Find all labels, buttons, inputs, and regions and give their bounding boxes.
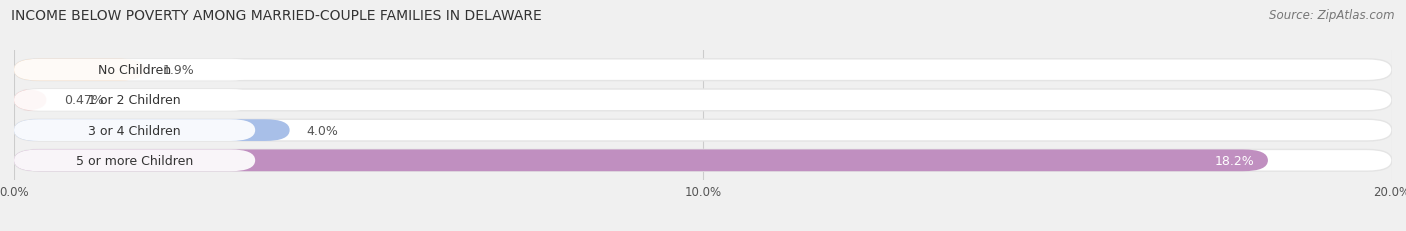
FancyBboxPatch shape xyxy=(14,120,290,141)
FancyBboxPatch shape xyxy=(14,90,46,111)
FancyBboxPatch shape xyxy=(14,150,1392,171)
FancyBboxPatch shape xyxy=(14,60,1392,81)
Text: 18.2%: 18.2% xyxy=(1215,154,1254,167)
Text: Source: ZipAtlas.com: Source: ZipAtlas.com xyxy=(1270,9,1395,22)
Text: 1.9%: 1.9% xyxy=(162,64,194,77)
Text: 1 or 2 Children: 1 or 2 Children xyxy=(89,94,181,107)
Text: 5 or more Children: 5 or more Children xyxy=(76,154,193,167)
FancyBboxPatch shape xyxy=(14,150,256,171)
Text: 0.47%: 0.47% xyxy=(63,94,104,107)
FancyBboxPatch shape xyxy=(14,60,256,81)
Text: 3 or 4 Children: 3 or 4 Children xyxy=(89,124,181,137)
Text: No Children: No Children xyxy=(98,64,172,77)
FancyBboxPatch shape xyxy=(14,120,256,141)
Text: INCOME BELOW POVERTY AMONG MARRIED-COUPLE FAMILIES IN DELAWARE: INCOME BELOW POVERTY AMONG MARRIED-COUPL… xyxy=(11,9,541,23)
Text: 4.0%: 4.0% xyxy=(307,124,339,137)
FancyBboxPatch shape xyxy=(14,150,1268,171)
FancyBboxPatch shape xyxy=(14,90,256,111)
FancyBboxPatch shape xyxy=(14,120,1392,141)
FancyBboxPatch shape xyxy=(14,60,145,81)
FancyBboxPatch shape xyxy=(14,90,1392,111)
